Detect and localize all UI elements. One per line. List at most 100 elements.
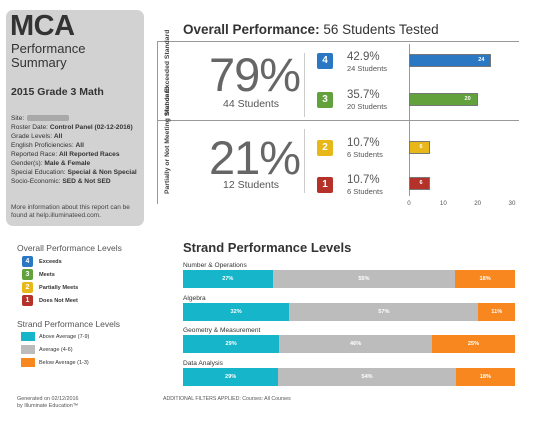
x-tick-label: 10 [439,200,447,207]
bar-level-1: 6 [409,177,430,190]
x-tick-label: 20 [474,200,482,207]
race-info: Reported Race: All Reported Races [11,150,120,159]
ses-label: Socio-Economic: [11,178,61,185]
bar-level-2: 6 [409,141,430,154]
report-title: MCA [10,10,75,42]
level-3-students: 20 Students [347,102,388,111]
legend-label-above-average: Above Average (7-9) [39,334,90,340]
x-tick-label: 30 [508,200,516,207]
site-label: Site: [11,115,25,122]
strand-segment: 55% [272,270,456,288]
generated-line-2: by Illuminate Education™ [17,403,79,409]
level-4-students: 24 Students [347,64,388,73]
strand-segment: 18% [455,270,515,288]
not-met-students: 12 Students [223,179,280,191]
roster-info: Roster Date: Control Panel (02-12-2016) [11,123,133,132]
site-info: Site: [11,114,70,123]
legend-label-exceeds: Exceeds [39,259,62,265]
race-value: All Reported Races [59,151,120,158]
strand-segment: 27% [183,270,273,288]
level-4-percent: 42.9% [347,51,380,63]
strand-legend-title: Strand Performance Levels [17,319,120,329]
legend-badge-exceeds: 4 [22,256,33,267]
more-info-line-1: More information about this report can b… [11,204,130,211]
site-value-redacted [27,115,70,122]
report-subtitle-1: Performance [11,41,86,56]
overall-frame-left [157,41,158,204]
roster-label: Roster Date: [11,124,49,131]
more-info-line-2: found at help.illuminateed.com. [11,212,101,219]
more-info-note: More information about this report can b… [11,204,139,220]
strand-label: Number & Operations [183,262,247,269]
level-badge-3: 3 [317,92,333,108]
legend-label-below-average: Below Average (1-3) [39,360,89,366]
strand-segment: 32% [183,303,290,321]
strand-label: Geometry & Measurement [183,327,261,334]
level-badge-4: 4 [317,53,333,69]
english-value: All [75,142,84,149]
bar-axis-line [409,44,410,196]
grade-levels-info: Grade Levels: All [11,132,62,141]
strand-chart-title: Strand Performance Levels [183,240,352,255]
gender-label: Gender(s): [11,160,43,167]
group-label-not-met: Partially or Not Meeting Standard [164,86,172,194]
x-tick-label: 0 [407,200,411,207]
legend-swatch-above-average [21,332,35,341]
legend-label-meets: Meets [39,272,55,278]
strand-segment: 29% [183,368,279,386]
race-label: Reported Race: [11,151,58,158]
level-badge-1: 1 [317,177,333,193]
sped-info: Special Education: Special & Non Special [11,168,137,177]
grade-levels-label: Grade Levels: [11,133,53,140]
bar-level-4: 24 [409,54,492,67]
overall-chart-title: Overall Performance: 56 Students Tested [183,22,439,37]
legend-swatch-below-average [21,358,35,367]
sped-value: Special & Non Special [67,169,137,176]
strand-label: Algebra [183,295,206,302]
level-1-students: 6 Students [347,187,383,196]
report-subtitle-2: Summary [11,55,67,70]
generated-note: Generated on 02/12/2016 by Illuminate Ed… [17,396,78,410]
overall-title-main: Overall Performance: [183,22,320,37]
level-2-students: 6 Students [347,150,383,159]
filters-note: ADDITIONAL FILTERS APPLIED: Courses: All… [163,396,291,402]
not-met-percent: 21% [209,131,301,184]
grade-levels-value: All [53,133,63,140]
strand-segment: 46% [279,335,432,353]
gender-value: Male & Female [44,160,91,167]
strand-label: Data Analysis [183,360,223,367]
generated-line-1: Generated on 02/12/2016 [17,396,79,402]
gender-info: Gender(s): Male & Female [11,159,90,168]
legend-badge-partially-meets: 2 [22,282,33,293]
met-separator [304,53,305,117]
level-3-percent: 35.7% [347,89,380,101]
strand-segment: 57% [289,303,479,321]
sped-label: Special Education: [11,169,66,176]
group-label-not-met-text: Partially or Not Meeting Standard [164,86,171,194]
met-students: 44 Students [223,98,280,110]
legend-label-partially-meets: Partially Meets [39,285,79,291]
overall-frame-divider [157,120,519,121]
level-1-percent: 10.7% [347,174,380,186]
english-label: English Proficiencies: [11,142,74,149]
legend-badge-meets: 3 [22,269,33,280]
bar-level-3: 20 [409,93,478,106]
ses-info: Socio-Economic: SED & Not SED [11,177,111,186]
ses-value: SED & Not SED [62,178,111,185]
overall-title-students: 56 Students Tested [323,22,439,37]
met-percent: 79% [209,48,301,101]
legend-badge-does-not-meet: 1 [22,295,33,306]
legend-swatch-average [21,345,35,354]
not-met-separator [304,129,305,193]
strand-segment: 18% [455,368,515,386]
strand-segment: 25% [432,335,515,353]
strand-segment: 11% [478,303,515,321]
legend-label-average: Average (4-6) [39,347,73,353]
level-badge-2: 2 [317,140,333,156]
test-grade: 2015 Grade 3 Math [11,86,104,98]
strand-segment: 29% [183,335,280,353]
overall-frame-top [157,41,519,42]
level-2-percent: 10.7% [347,137,380,149]
english-info: English Proficiencies: All [11,141,84,150]
overall-legend-title: Overall Performance Levels [17,243,122,253]
